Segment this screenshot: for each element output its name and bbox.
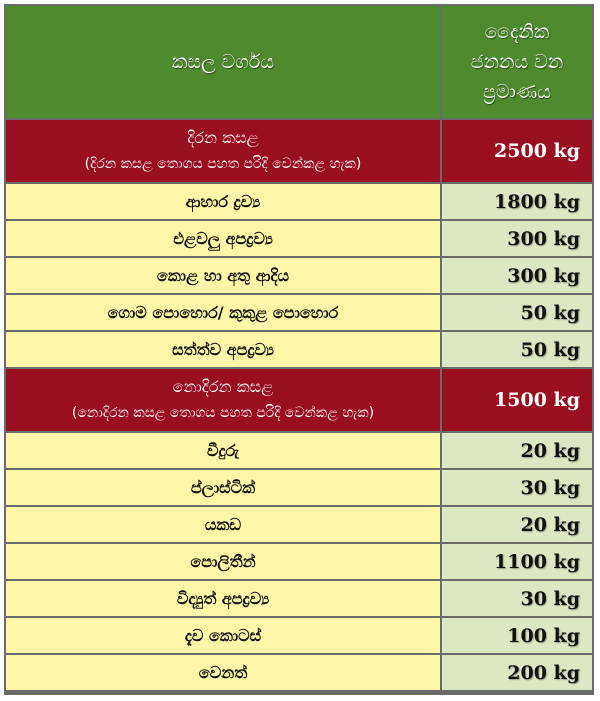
table-row: පොලිතීන් 1100 kg (6, 544, 592, 579)
header-daily-amount-line3: ප්‍රමාණය (483, 81, 551, 103)
waste-amount: 1800 kg (442, 184, 592, 219)
category-note: (දිරන කසළ තොගය පහත පරිදි වෙන්කළ හැක) (84, 156, 362, 172)
category-row-non-degradable: නොදිරන කසළ (නොදිරන කසළ තොගය පහත පරිදි වෙ… (6, 369, 592, 431)
waste-type-label: විද්‍යුත් අපද්‍රව්‍ය (6, 581, 440, 616)
waste-amount: 100 kg (442, 618, 592, 653)
table-row: යකඩ 20 kg (6, 507, 592, 542)
waste-type-label: වීදුරු (6, 433, 440, 468)
table-row: වීදුරු 20 kg (6, 433, 592, 468)
header-waste-type: කසල වර්ගය (6, 6, 440, 118)
table-row: එළවලු අපද්‍රව්‍ය 300 kg (6, 221, 592, 256)
waste-amount: 30 kg (442, 470, 592, 505)
category-title: දිරන කසළ (187, 128, 259, 147)
waste-amount: 300 kg (442, 221, 592, 256)
category-amount: 2500 kg (442, 120, 592, 182)
waste-amount: 1100 kg (442, 544, 592, 579)
waste-amount: 20 kg (442, 507, 592, 542)
category-row-degradable: දිරන කසළ (දිරන කසළ තොගය පහත පරිදි වෙන්කළ… (6, 120, 592, 182)
table-row: ආහාර ද්‍රව්‍ය 1800 kg (6, 184, 592, 219)
category-note: (නොදිරන කසළ තොගය පහත පරිදි වෙන්කළ හැක) (71, 405, 375, 421)
waste-type-label: ගොම පොහොර/ කුකුළ පොහොර (6, 295, 440, 330)
header-daily-amount-line1: දෛනික (484, 21, 550, 43)
table-row: ගොම පොහොර/ කුකුළ පොහොර 50 kg (6, 295, 592, 330)
header-daily-amount-line2: ජනනය වන (470, 51, 564, 73)
table-row: වෙනත් 200 kg (6, 655, 592, 690)
waste-type-label: පොලිතීන් (6, 544, 440, 579)
waste-amount: 20 kg (442, 433, 592, 468)
waste-type-label: සත්ත්ව අපද්‍රව්‍ය (6, 332, 440, 367)
waste-type-label: යකඩ (6, 507, 440, 542)
table-row: දැව කොටස් 100 kg (6, 618, 592, 653)
table-header: කසල වර්ගය දෛනික ජනනය වන ප්‍රමාණය (6, 6, 592, 118)
waste-type-label: කොළ හා අතු ආදිය (6, 258, 440, 293)
waste-amount: 30 kg (442, 581, 592, 616)
table-row: විද්‍යුත් අපද්‍රව්‍ය 30 kg (6, 581, 592, 616)
category-label: නොදිරන කසළ (නොදිරන කසළ තොගය පහත පරිදි වෙ… (6, 369, 440, 431)
category-title: නොදිරන කසළ (172, 377, 274, 396)
waste-table: කසල වර්ගය දෛනික ජනනය වන ප්‍රමාණය දිරන කස… (4, 4, 594, 695)
waste-type-label: වෙනත් (6, 655, 440, 690)
header-daily-amount: දෛනික ජනනය වන ප්‍රමාණය (442, 6, 592, 118)
waste-amount: 200 kg (442, 655, 592, 690)
waste-amount: 50 kg (442, 295, 592, 330)
table-row: ප්ලාස්ටික් 30 kg (6, 470, 592, 505)
waste-amount: 50 kg (442, 332, 592, 367)
category-amount: 1500 kg (442, 369, 592, 431)
waste-type-label: එළවලු අපද්‍රව්‍ය (6, 221, 440, 256)
waste-type-label: ආහාර ද්‍රව්‍ය (6, 184, 440, 219)
waste-type-label: දැව කොටස් (6, 618, 440, 653)
table-row: සත්ත්ව අපද්‍රව්‍ය 50 kg (6, 332, 592, 367)
waste-type-label: ප්ලාස්ටික් (6, 470, 440, 505)
category-label: දිරන කසළ (දිරන කසළ තොගය පහත පරිදි වෙන්කළ… (6, 120, 440, 182)
table-row: කොළ හා අතු ආදිය 300 kg (6, 258, 592, 293)
waste-amount: 300 kg (442, 258, 592, 293)
